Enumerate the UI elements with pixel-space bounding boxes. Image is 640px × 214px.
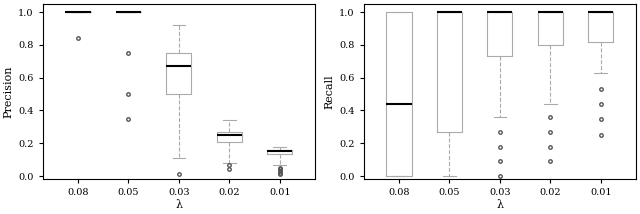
X-axis label: λ: λ	[497, 200, 503, 210]
Y-axis label: Precision: Precision	[4, 65, 14, 118]
Y-axis label: Recall: Recall	[325, 74, 335, 109]
X-axis label: λ: λ	[175, 200, 182, 210]
